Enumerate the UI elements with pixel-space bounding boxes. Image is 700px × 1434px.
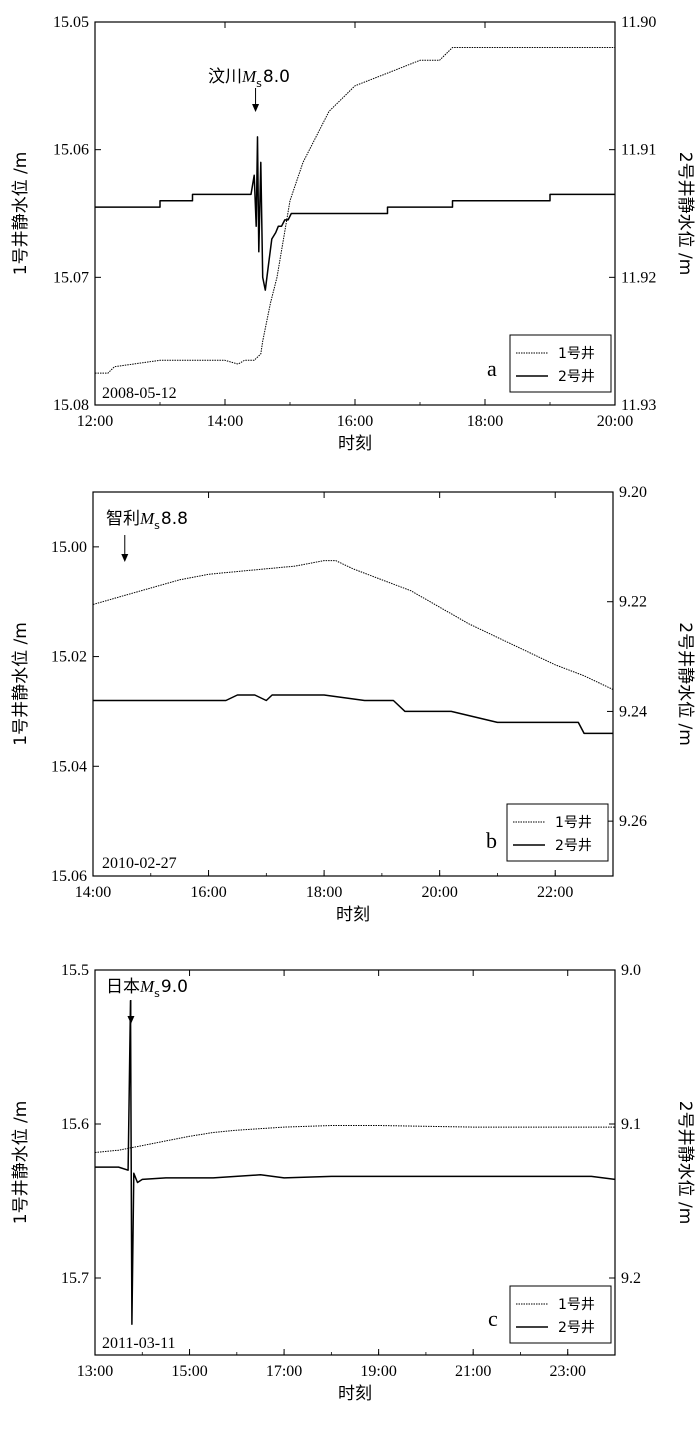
legend-label-2: 2号井 — [558, 369, 595, 385]
y-left-tick-label: 15.5 — [61, 962, 89, 979]
y-right-tick-label: 9.20 — [619, 484, 647, 501]
x-tick-label: 12:00 — [77, 413, 113, 430]
series-line-2 — [93, 694, 613, 735]
series-line-1 — [93, 560, 613, 690]
earthquake-label: 日本Ms9.0 — [106, 977, 188, 1000]
plot-area — [95, 47, 615, 374]
y-left-tick-label: 15.06 — [53, 142, 89, 159]
x-tick-label: 17:00 — [266, 1363, 302, 1380]
legend-label-1: 1号井 — [558, 1297, 595, 1313]
chart-panel-c: 13:00 15:00 17:00 19:00 21:00 23:00 15.5 15.6 15… — [11, 962, 695, 1404]
magnitude-value: 8.8 — [161, 509, 188, 529]
x-axis-title: 时刻 — [338, 1384, 372, 1404]
x-tick-label: 22:00 — [537, 884, 573, 901]
y-right-axis-title: 2号井静水位 /m — [675, 622, 695, 746]
chart-panel-b: 14:00 16:00 18:00 20:00 22:00 15.00 15.02 15.04… — [11, 484, 695, 925]
legend-label-1: 1号井 — [558, 346, 595, 362]
magnitude-subscript: s — [256, 77, 262, 90]
x-tick-label: 13:00 — [77, 1363, 113, 1380]
earthquake-name: 智利 — [106, 509, 140, 529]
x-tick-label: 14:00 — [75, 884, 111, 901]
event-arrow-head — [252, 104, 260, 112]
y-right-tick-label: 9.26 — [619, 813, 647, 830]
magnitude-value: 8.0 — [263, 67, 290, 87]
magnitude-symbol: M — [139, 509, 155, 528]
date-label: 2010-02-27 — [102, 855, 177, 872]
panel-letter: c — [488, 1306, 498, 1331]
y-left-tick-label: 15.6 — [61, 1116, 89, 1133]
plot-frame — [92, 491, 614, 877]
y-left-tick-label: 15.02 — [51, 649, 87, 666]
plot-frame — [94, 969, 616, 1356]
y-left-axis-title: 1号井静水位 /m — [11, 622, 31, 746]
date-label: 2008-05-12 — [102, 385, 177, 402]
x-tick-label: 16:00 — [190, 884, 226, 901]
y-right-tick-label: 9.22 — [619, 594, 647, 611]
plot-area — [95, 1000, 615, 1325]
event-arrow-head — [127, 1016, 135, 1024]
y-right-tick-label: 11.92 — [621, 269, 656, 286]
y-right-tick-label: 9.2 — [621, 1270, 641, 1287]
y-left-tick-label: 15.05 — [53, 14, 89, 31]
y-left-tick-label: 15.07 — [53, 269, 89, 286]
x-tick-label: 16:00 — [337, 413, 373, 430]
legend-label-1: 1号井 — [555, 815, 592, 831]
y-left-tick-label: 15.06 — [51, 868, 87, 885]
x-tick-label: 18:00 — [306, 884, 342, 901]
x-tick-label: 21:00 — [455, 1363, 491, 1380]
y-right-tick-label: 9.0 — [621, 962, 641, 979]
y-right-tick-label: 11.91 — [621, 142, 656, 159]
y-right-tick-label: 9.1 — [621, 1116, 641, 1133]
series-line-1 — [95, 47, 615, 374]
date-label: 2011-03-11 — [102, 1335, 175, 1352]
x-tick-label: 20:00 — [597, 413, 633, 430]
event-arrow-head — [121, 554, 129, 562]
legend-label-2: 2号井 — [558, 1320, 595, 1336]
y-right-tick-label: 9.24 — [619, 703, 647, 720]
series-line-2 — [95, 1000, 615, 1325]
plot-area — [93, 560, 613, 735]
x-tick-label: 15:00 — [171, 1363, 207, 1380]
magnitude-value: 9.0 — [161, 977, 188, 997]
legend-box — [509, 334, 612, 393]
magnitude-symbol: M — [139, 977, 155, 996]
chart-panel-a: 12:00 14:00 16:00 18:00 20:00 15.05 15.06 15.07… — [11, 14, 695, 454]
earthquake-name: 汶川 — [208, 67, 242, 87]
y-right-axis-title: 2号井静水位 /m — [675, 1101, 695, 1225]
earthquake-label: 智利Ms8.8 — [106, 509, 188, 532]
x-axis-title: 时刻 — [338, 434, 372, 454]
panel-letter: b — [486, 828, 497, 853]
earthquake-label: 汶川Ms8.0 — [208, 67, 290, 90]
y-left-axis-title: 1号井静水位 /m — [11, 152, 31, 276]
y-left-tick-label: 15.7 — [61, 1270, 89, 1287]
legend-box — [506, 803, 609, 862]
magnitude-symbol: M — [241, 67, 257, 86]
panel-letter: a — [487, 356, 497, 381]
legend-label-2: 2号井 — [555, 838, 592, 854]
magnitude-subscript: s — [154, 987, 160, 1000]
y-left-axis-title: 1号井静水位 /m — [11, 1101, 31, 1225]
x-tick-label: 23:00 — [550, 1363, 586, 1380]
y-right-tick-label: 11.93 — [621, 397, 656, 414]
magnitude-subscript: s — [154, 519, 160, 532]
earthquake-name: 日本 — [106, 977, 140, 997]
legend-box — [509, 1285, 612, 1344]
x-tick-label: 14:00 — [207, 413, 243, 430]
x-tick-label: 20:00 — [421, 884, 457, 901]
x-tick-label: 18:00 — [467, 413, 503, 430]
y-right-tick-label: 11.90 — [621, 14, 656, 31]
x-tick-label: 19:00 — [360, 1363, 396, 1380]
y-left-tick-label: 15.04 — [51, 758, 87, 775]
series-line-2 — [95, 136, 615, 291]
x-axis-title: 时刻 — [336, 905, 370, 925]
y-left-tick-label: 15.00 — [51, 539, 87, 556]
y-left-tick-label: 15.08 — [53, 397, 89, 414]
series-line-1 — [95, 1125, 615, 1153]
y-right-axis-title: 2号井静水位 /m — [675, 152, 695, 276]
